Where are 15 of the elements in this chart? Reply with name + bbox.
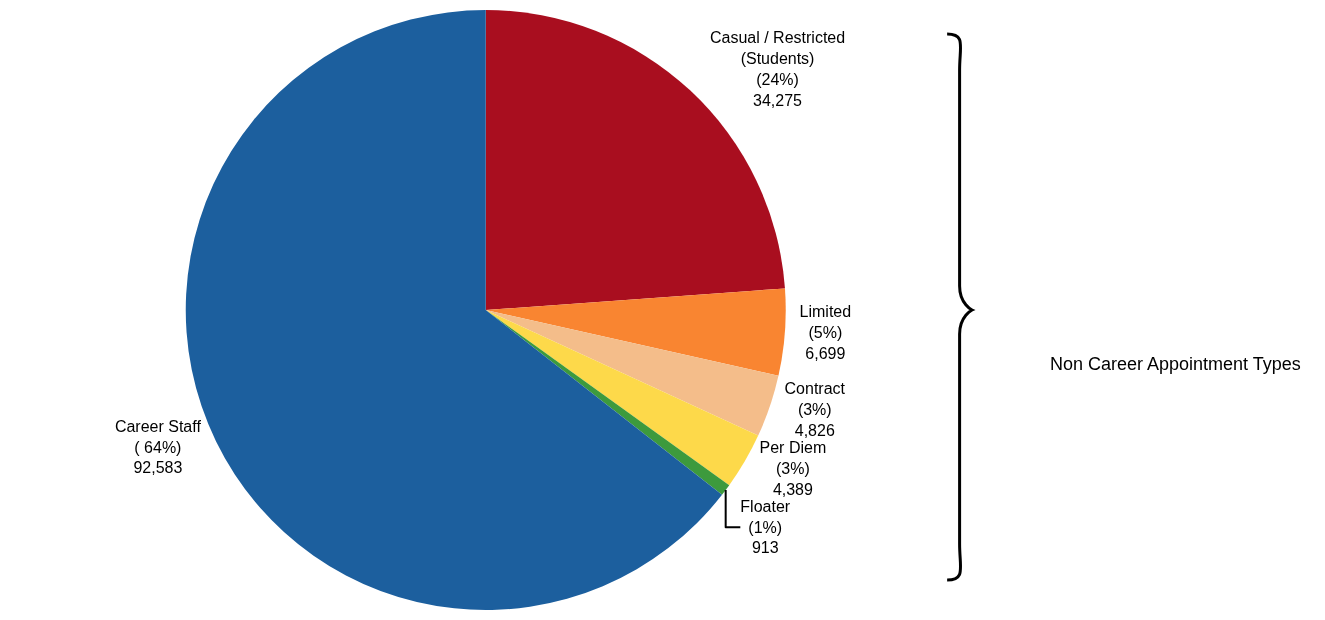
slice-label: Limited	[799, 303, 852, 321]
slice-label: Contract	[784, 379, 846, 397]
pie-slice	[485, 288, 786, 376]
data-label: (3%) 4,389	[772, 460, 814, 498]
slice-label: Floater	[740, 497, 791, 515]
slice-label: Per Diem	[759, 439, 827, 457]
data-label: ( 64%) 92,583	[133, 438, 183, 477]
slice-label: Career Staff	[114, 417, 202, 435]
data-label: (24%) 34,275	[753, 70, 803, 109]
data-label: (5%) 6,699	[805, 323, 846, 362]
slice-label: Casual / Restricted (Students)	[709, 29, 846, 68]
data-label: (3%) 4,826	[794, 400, 835, 439]
pie-slice	[485, 310, 779, 436]
data-label: (1%) 913	[748, 518, 783, 557]
text: Non Career Appointment Types	[1050, 354, 1301, 374]
